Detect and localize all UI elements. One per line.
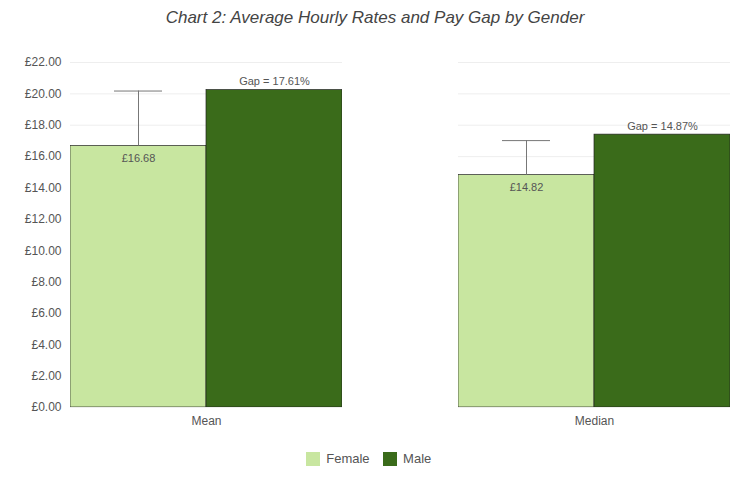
- svg-text:Median: Median: [575, 414, 614, 428]
- html-text:Male: Male: [403, 451, 432, 466]
- svg-text:£22.00: £22.00: [25, 55, 62, 69]
- svg-text:Gap = 14.87%: Gap = 14.87%: [627, 120, 698, 132]
- svg-text:£18.00: £18.00: [25, 118, 62, 132]
- svg-text:Mean: Mean: [191, 414, 221, 428]
- svg-text:£10.00: £10.00: [25, 244, 62, 258]
- svg-text:£4.00: £4.00: [31, 338, 61, 352]
- html-text:Female: Female: [326, 451, 370, 466]
- svg-text:£16.68: £16.68: [122, 152, 156, 164]
- svg-text:£14.82: £14.82: [510, 181, 544, 193]
- svg-text:£20.00: £20.00: [25, 87, 62, 101]
- svg-text:Gap = 17.61%: Gap = 17.61%: [239, 75, 310, 87]
- svg-text:£14.00: £14.00: [25, 181, 62, 195]
- svg-text:£6.00: £6.00: [31, 306, 61, 320]
- svg-text:£0.00: £0.00: [31, 400, 61, 414]
- svg-text:£12.00: £12.00: [25, 212, 62, 226]
- svg-text:£8.00: £8.00: [31, 275, 61, 289]
- svg-text:£16.00: £16.00: [25, 149, 62, 163]
- html-text:Chart 2: Average Hourly Rates: Chart 2: Average Hourly Rates and Pay Ga…: [165, 8, 585, 27]
- svg-text:£2.00: £2.00: [31, 369, 61, 383]
